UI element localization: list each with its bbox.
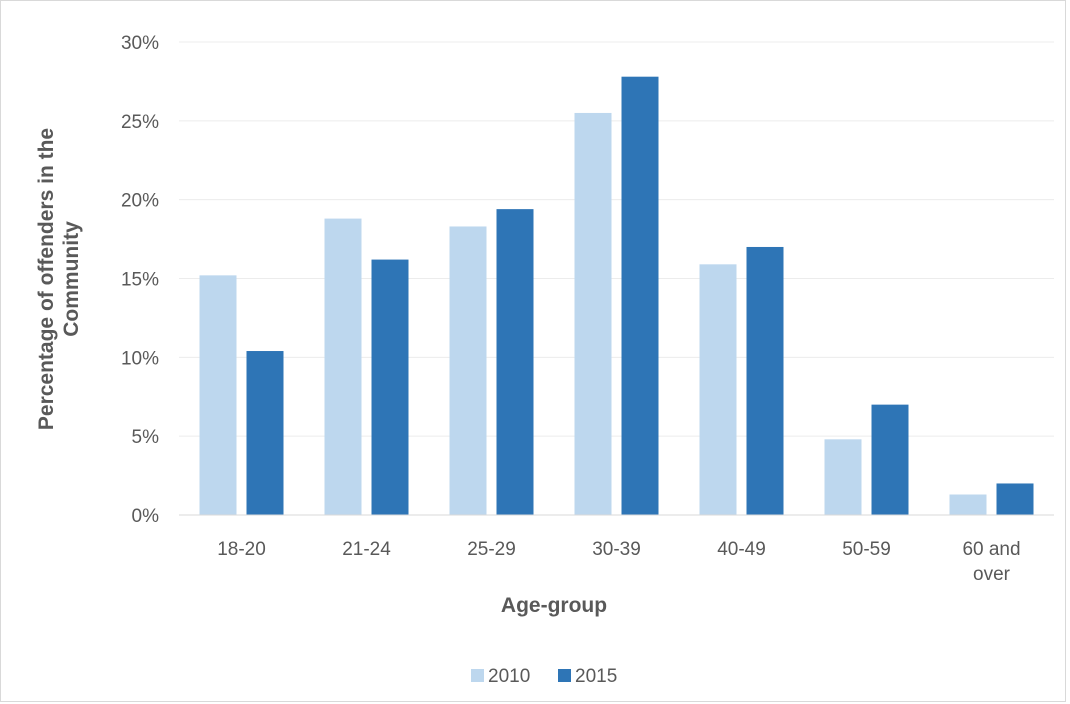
bar-2010-18-20 — [199, 275, 237, 515]
y-tick-label: 15% — [121, 270, 159, 291]
y-axis-ticks: 0% 5% 10% 15% 20% 25% 30% — [121, 33, 159, 527]
y-tick-label: 20% — [121, 191, 159, 212]
x-tick-label: 50-59 — [842, 539, 891, 560]
bar-2015-40-49 — [746, 246, 784, 515]
legend-swatch-2010 — [471, 669, 484, 682]
bar-2010-60-and-over — [949, 494, 987, 515]
bar-2015-50-59 — [871, 404, 909, 515]
y-tick-label: 30% — [121, 33, 159, 54]
bar-2015-25-29 — [496, 209, 534, 516]
bar-2015-18-20 — [246, 351, 284, 515]
bar-2010-21-24 — [324, 218, 362, 515]
legend-label: 2015 — [575, 666, 617, 687]
y-tick-label: 5% — [132, 427, 160, 448]
legend-swatch-2015 — [558, 669, 571, 682]
x-tick-label: 21-24 — [342, 539, 391, 560]
x-tick-label: 40-49 — [717, 539, 766, 560]
x-tick-label: 25-29 — [467, 539, 516, 560]
y-tick-label: 10% — [121, 348, 159, 369]
x-tick-label: 30-39 — [592, 539, 641, 560]
bar-2010-50-59 — [824, 439, 862, 515]
legend: 2010 2015 — [471, 666, 617, 687]
bar-2015-30-39 — [621, 76, 659, 515]
bar-2015-21-24 — [371, 259, 409, 515]
legend-label: 2010 — [488, 666, 530, 687]
bar-2010-40-49 — [699, 264, 737, 515]
bar-2010-25-29 — [449, 226, 487, 515]
x-tick-label: 18-20 — [217, 539, 266, 560]
x-axis-ticks: 18-20 21-24 25-29 30-39 40-49 50-59 60 and over — [217, 539, 1020, 585]
bar-2015-60-and-over — [996, 483, 1034, 515]
x-tick-label: 60 and over — [962, 539, 1020, 585]
y-axis-title: Percentage of offenders in theCommunity — [35, 128, 83, 430]
y-tick-label: 25% — [121, 112, 159, 133]
y-tick-label: 0% — [132, 506, 160, 527]
gridlines — [179, 41, 1054, 437]
bars — [199, 76, 1034, 516]
x-axis-title: Age-group — [501, 594, 607, 617]
bar-2010-30-39 — [574, 112, 612, 515]
